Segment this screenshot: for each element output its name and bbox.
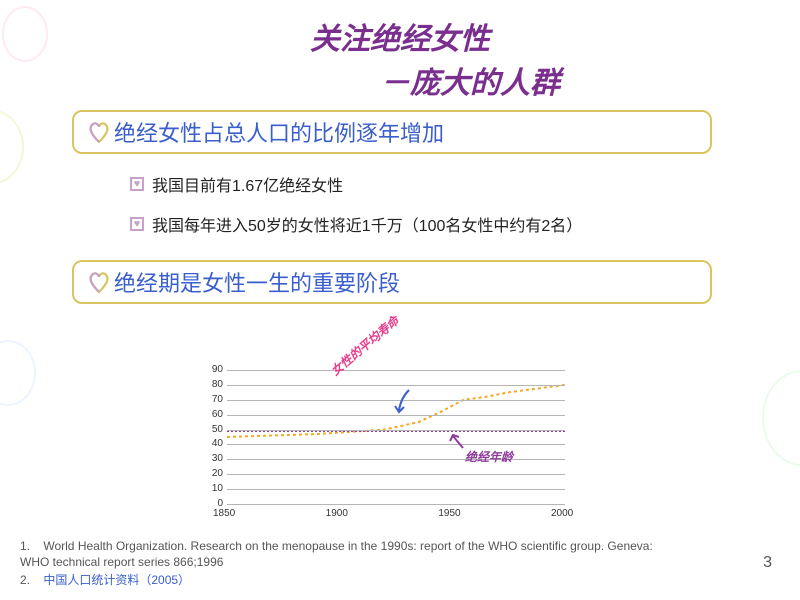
chart-x-tick: 1900 <box>326 508 348 519</box>
arrow-icon <box>447 432 469 454</box>
chart-y-tick: 50 <box>195 424 223 435</box>
chart-gridline <box>227 430 565 431</box>
bullet-1-text: 我国目前有1.67亿绝经女性 <box>152 172 343 196</box>
banner-2-text: 绝经期是女性一生的重要阶段 <box>114 266 400 298</box>
chart-y-tick: 10 <box>195 483 223 494</box>
heart-icon <box>84 268 114 296</box>
title-line-1: 关注绝经女性 <box>0 14 800 58</box>
chart-gridline <box>227 370 565 371</box>
bullet-2: ♥ 我国每年进入50岁的女性将近1千万（100名女性中约有2名） <box>130 212 582 236</box>
chart-x-tick: 1850 <box>213 508 235 519</box>
bullet-marker-icon: ♥ <box>130 217 144 231</box>
chart-y-tick: 20 <box>195 468 223 479</box>
chart-gridline <box>227 474 565 475</box>
bullet-1: ♥ 我国目前有1.67亿绝经女性 <box>130 172 343 196</box>
chart-gridline <box>227 489 565 490</box>
footnote-2-text: 中国人口统计资料（2005） <box>43 573 190 587</box>
title-line-2: －庞大的人群 <box>0 58 800 102</box>
bullet-marker-icon: ♥ <box>130 177 144 191</box>
chart-x-tick: 2000 <box>551 508 573 519</box>
banner-2: 绝经期是女性一生的重要阶段 <box>72 260 712 304</box>
chart-gridline <box>227 444 565 445</box>
chart-gridline <box>227 504 565 505</box>
footnote-2: 2. 中国人口统计资料（2005） <box>20 572 190 588</box>
heart-icon <box>84 118 114 146</box>
chart-y-tick: 80 <box>195 379 223 390</box>
page-number: 3 <box>763 554 772 572</box>
footnote-1-text: World Health Organization. Research on t… <box>20 539 653 569</box>
chart-gridline <box>227 385 565 386</box>
chart-x-tick: 1950 <box>438 508 460 519</box>
page-title: 关注绝经女性 －庞大的人群 <box>0 14 800 102</box>
chart-y-tick: 90 <box>195 364 223 375</box>
bullet-2-text: 我国每年进入50岁的女性将近1千万（100名女性中约有2名） <box>152 212 582 236</box>
chart-y-tick: 40 <box>195 438 223 449</box>
line-chart: 女性的平均寿命 绝经年龄 010203040506070809018501900… <box>195 370 565 528</box>
chart-y-tick: 60 <box>195 409 223 420</box>
footnote-2-num: 2. <box>20 573 30 587</box>
chart-gridline <box>227 459 565 460</box>
banner-1: 绝经女性占总人口的比例逐年增加 <box>72 110 712 154</box>
footnote-1-num: 1. <box>20 539 30 553</box>
arrow-icon <box>391 388 421 418</box>
chart-y-tick: 70 <box>195 394 223 405</box>
chart-y-tick: 30 <box>195 453 223 464</box>
balloon-decoration <box>0 340 36 406</box>
balloon-decoration <box>762 370 800 466</box>
footnote-1: 1. World Health Organization. Research o… <box>20 538 680 570</box>
series-label-menopause-age: 绝经年龄 <box>465 448 513 465</box>
banner-1-text: 绝经女性占总人口的比例逐年增加 <box>114 116 444 148</box>
balloon-decoration <box>0 110 24 184</box>
